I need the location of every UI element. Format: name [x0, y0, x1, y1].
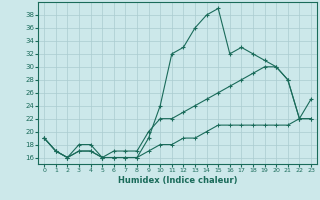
- X-axis label: Humidex (Indice chaleur): Humidex (Indice chaleur): [118, 176, 237, 185]
